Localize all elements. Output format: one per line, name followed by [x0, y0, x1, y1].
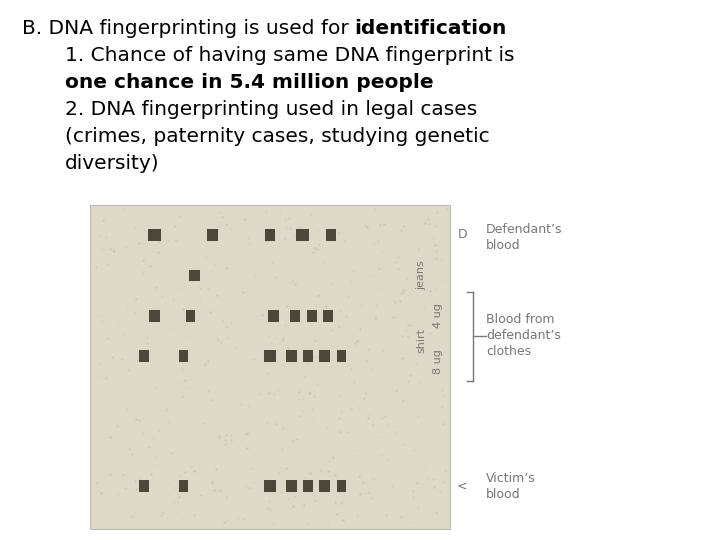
Bar [189, 270, 200, 281]
Bar [264, 350, 276, 362]
Bar [150, 310, 160, 322]
Bar [287, 350, 297, 362]
Text: identification: identification [355, 19, 507, 38]
Bar [323, 310, 333, 322]
Bar [290, 310, 300, 322]
Bar [320, 350, 330, 362]
Bar [296, 229, 309, 241]
Bar [268, 310, 279, 322]
Bar [207, 229, 217, 241]
Text: B. DNA fingerprinting is used for: B. DNA fingerprinting is used for [22, 19, 355, 38]
Text: D: D [457, 228, 467, 241]
Text: shirt: shirt [416, 328, 426, 353]
Bar [287, 480, 297, 492]
Bar [265, 229, 275, 241]
Bar [336, 350, 346, 362]
Bar [307, 310, 317, 322]
Bar [179, 350, 189, 362]
Text: (crimes, paternity cases, studying genetic: (crimes, paternity cases, studying genet… [65, 127, 490, 146]
Bar [320, 480, 330, 492]
Bar [90, 205, 450, 529]
Text: diversity): diversity) [65, 154, 159, 173]
Bar [303, 480, 313, 492]
Bar [186, 310, 196, 322]
Text: Victim’s
blood: Victim’s blood [486, 471, 536, 501]
Text: Blood from
defendant’s
clothes: Blood from defendant’s clothes [486, 313, 561, 359]
Text: 2. DNA fingerprinting used in legal cases: 2. DNA fingerprinting used in legal case… [65, 100, 477, 119]
Bar [148, 229, 161, 241]
Bar [138, 480, 150, 492]
Bar [303, 350, 313, 362]
Text: <: < [457, 480, 467, 492]
Bar [326, 229, 336, 241]
Text: jeans: jeans [416, 260, 426, 291]
Text: Defendant’s
blood: Defendant’s blood [486, 223, 562, 252]
Text: one chance in 5.4 million people: one chance in 5.4 million people [65, 73, 433, 92]
Text: 8 ug: 8 ug [433, 349, 443, 374]
Text: 1. Chance of having same DNA fingerprint is: 1. Chance of having same DNA fingerprint… [65, 46, 514, 65]
Bar [336, 480, 346, 492]
Bar [264, 480, 276, 492]
Text: 4 ug: 4 ug [433, 303, 443, 328]
Bar [138, 350, 150, 362]
Bar [179, 480, 189, 492]
